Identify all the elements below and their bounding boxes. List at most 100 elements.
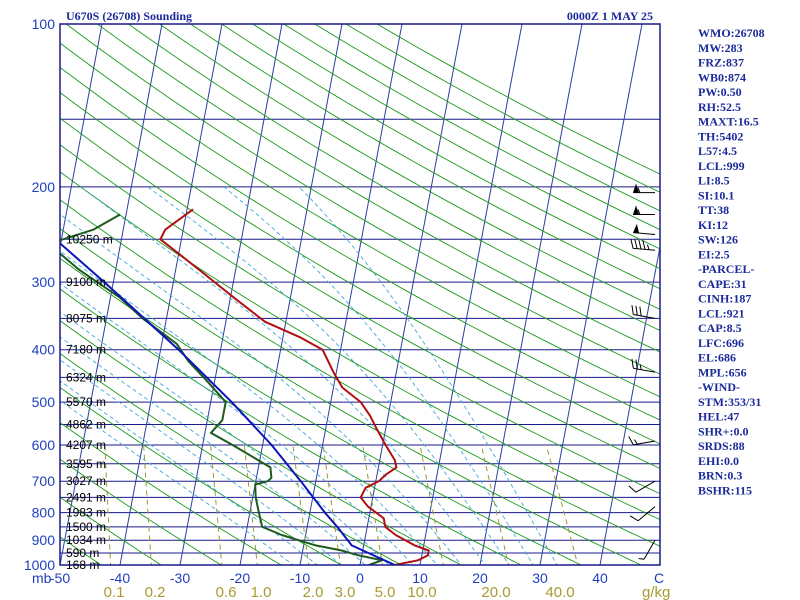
moist-adiabat-306 bbox=[298, 186, 558, 565]
pressure-tick-400: 400 bbox=[32, 342, 56, 358]
pressure-tick-800: 800 bbox=[32, 505, 56, 521]
height-label: 1983 m bbox=[66, 506, 106, 520]
pressure-tick-100: 100 bbox=[32, 16, 56, 32]
wind-barb bbox=[631, 358, 656, 373]
mixing-ratio-label: 5.0 bbox=[375, 584, 396, 600]
dry-adiabat-370 bbox=[60, 91, 660, 445]
temp-tick--40: -40 bbox=[110, 570, 130, 586]
temp-tick-10: 10 bbox=[412, 570, 428, 586]
index-item: WMO:26708 bbox=[698, 26, 765, 40]
moist-adiabat-278 bbox=[60, 311, 390, 565]
index-item: PW:0.50 bbox=[698, 85, 742, 99]
height-label: 10250 m bbox=[66, 232, 113, 246]
wind-barb bbox=[633, 223, 656, 236]
temp-tick--30: -30 bbox=[170, 570, 190, 586]
pressure-tick-600: 600 bbox=[32, 437, 56, 453]
pressure-tick-500: 500 bbox=[32, 394, 56, 410]
index-item: SRDS:88 bbox=[698, 439, 745, 453]
index-item: RH:52.5 bbox=[698, 100, 741, 114]
height-label: 1034 m bbox=[66, 533, 106, 547]
barb-flag bbox=[635, 359, 638, 370]
wind-barb bbox=[630, 239, 656, 251]
mixing-ratio-label: 2.0 bbox=[303, 584, 324, 600]
height-label: 4207 m bbox=[66, 438, 106, 452]
moist-adiabat-298 bbox=[147, 186, 510, 565]
dry-adiabat-420 bbox=[128, 24, 660, 331]
barb-pennant bbox=[633, 205, 639, 215]
index-item: LCL:921 bbox=[698, 306, 745, 320]
barb-half-flag bbox=[634, 439, 638, 445]
dry-adiabat-410 bbox=[97, 24, 660, 353]
barb-half-flag bbox=[638, 558, 645, 560]
barb-flag bbox=[635, 305, 638, 316]
barb-staff bbox=[635, 480, 656, 493]
mixing-ratio-2 bbox=[292, 444, 310, 565]
mixing-ratio-unit-label: g/kg bbox=[642, 584, 670, 600]
dry-adiabat-260 bbox=[60, 422, 283, 565]
index-item: MW:283 bbox=[698, 41, 743, 55]
barb-half-flag bbox=[639, 364, 642, 370]
dry-adiabat-300 bbox=[60, 288, 523, 565]
moist-adiabat-290 bbox=[60, 213, 462, 565]
mixing-ratio-1 bbox=[243, 444, 258, 565]
index-item: MAXT:16.5 bbox=[698, 115, 759, 129]
temperature-line bbox=[159, 208, 430, 565]
barb-pennant bbox=[633, 183, 639, 193]
index-item: BRN:0.3 bbox=[698, 469, 742, 483]
mixing-ratio-label: 40.0 bbox=[545, 584, 574, 600]
index-item: LCL:999 bbox=[698, 159, 745, 173]
dry-adiabat-380 bbox=[60, 66, 660, 421]
wind-barb bbox=[628, 436, 656, 446]
moist-adiabat-282 bbox=[60, 282, 414, 565]
temp-tick--20: -20 bbox=[230, 570, 250, 586]
pressure-tick-200: 200 bbox=[32, 179, 56, 195]
index-item: SHR+:0.0 bbox=[698, 424, 749, 438]
dry-adiabat-230 bbox=[60, 536, 102, 565]
moist-adiabat-286 bbox=[60, 250, 438, 565]
barb-flag bbox=[631, 358, 634, 369]
height-label: 1500 m bbox=[66, 520, 106, 534]
wind-barb bbox=[628, 480, 656, 493]
height-label: 168 m bbox=[66, 558, 99, 572]
pressure-tick-700: 700 bbox=[32, 473, 56, 489]
temp-unit-label: C bbox=[654, 570, 664, 586]
plot-frame bbox=[59, 23, 661, 566]
barb-staff bbox=[637, 506, 656, 522]
pressure-tick-300: 300 bbox=[32, 274, 56, 290]
index-item: STM:353/31 bbox=[698, 395, 761, 409]
dry-adiabat-310 bbox=[60, 257, 583, 565]
barb-flag bbox=[631, 305, 634, 315]
parcel-line bbox=[60, 241, 396, 565]
series-lines bbox=[60, 208, 430, 565]
isotherm--10 bbox=[299, 24, 403, 565]
index-item: TH:5402 bbox=[698, 129, 743, 143]
index-item: WB0:874 bbox=[698, 70, 746, 84]
barb-flag bbox=[642, 240, 646, 250]
height-label: 6324 m bbox=[66, 370, 106, 384]
index-item: CAP:8.5 bbox=[698, 321, 742, 335]
index-list: WMO:26708MW:283FRZ:837WB0:874PW:0.50RH:5… bbox=[698, 26, 765, 497]
dry-adiabat-320 bbox=[60, 228, 643, 565]
dry-adiabat-290 bbox=[60, 320, 463, 565]
moist-adiabat-274 bbox=[60, 336, 366, 565]
isotherm-0 bbox=[359, 24, 463, 565]
barb-flag bbox=[639, 306, 642, 316]
index-item: CINH:187 bbox=[698, 292, 751, 306]
moist-adiabat-302 bbox=[223, 186, 534, 565]
mixing-ratio-0.1 bbox=[104, 444, 112, 565]
mixing-ratio-label: 0.2 bbox=[145, 584, 166, 600]
dry-adiabat-460 bbox=[252, 24, 660, 250]
isotherm-30 bbox=[539, 24, 643, 565]
index-item: HEL:47 bbox=[698, 410, 739, 424]
isotherm--20 bbox=[239, 24, 343, 565]
index-item: -WIND- bbox=[698, 380, 740, 394]
barb-pennant bbox=[633, 223, 640, 234]
mixing-ratio-3 bbox=[322, 444, 341, 565]
pressure-tick-900: 900 bbox=[32, 532, 56, 548]
index-item: CAPE:31 bbox=[698, 277, 747, 291]
index-item: EL:686 bbox=[698, 351, 736, 365]
isotherm--60 bbox=[60, 24, 103, 250]
dry-adiabat-350 bbox=[60, 144, 660, 495]
